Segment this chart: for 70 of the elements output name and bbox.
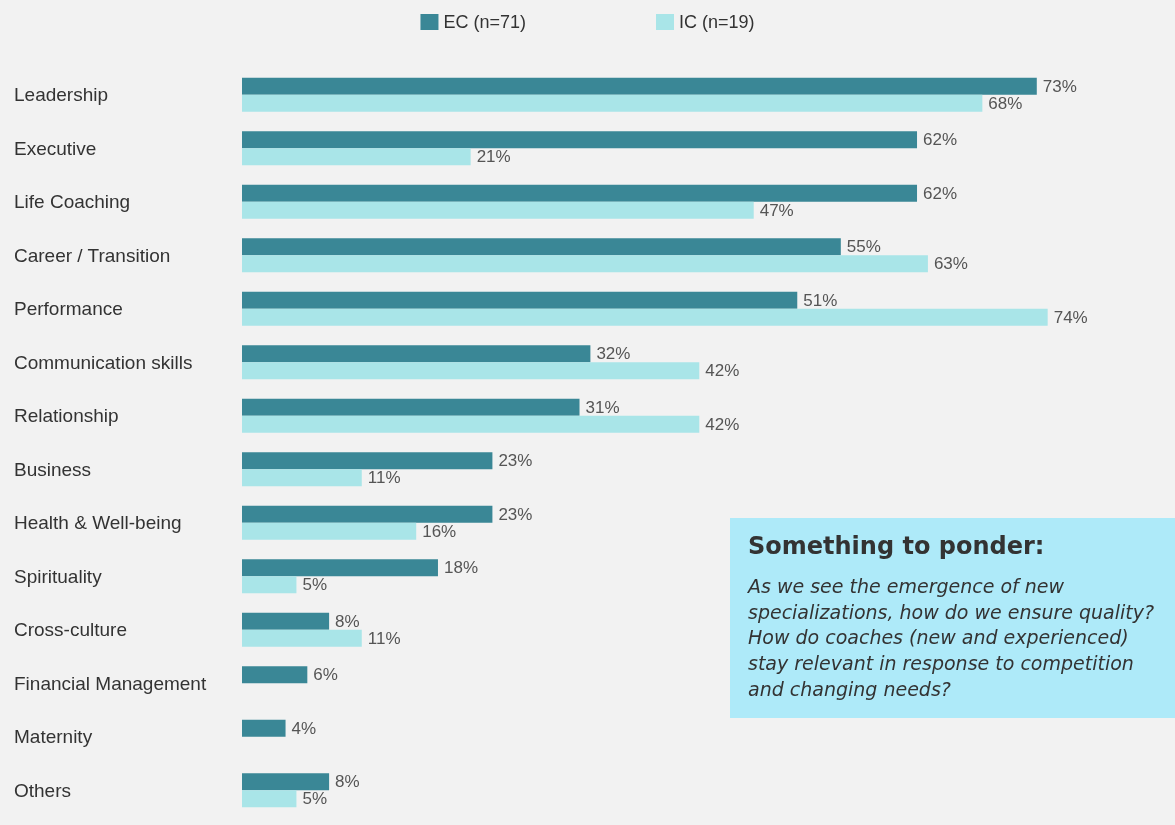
data-label: 16% [422,521,457,541]
data-label: 32% [596,344,631,364]
bar [242,469,362,487]
data-label: 42% [705,361,740,381]
data-label: 51% [803,290,838,310]
y-tick-label: Business [14,458,92,480]
data-label: 11% [367,628,401,648]
bar [242,415,700,433]
bar [242,148,471,166]
bar [242,398,580,416]
data-label: 62% [923,130,958,150]
data-label: 31% [585,397,620,417]
y-tick-label: Maternity [14,726,93,748]
bar [242,184,918,202]
y-tick-label: Life Coaching [14,191,131,213]
y-tick-label: Spirituality [14,565,103,587]
bar [242,719,286,737]
data-label: 62% [923,183,958,203]
y-tick-label: Financial Management [14,672,207,694]
bar [242,790,297,808]
bar [242,255,928,273]
bar [242,666,308,684]
data-label: 4% [291,718,317,738]
bar [242,629,362,647]
y-tick-label: Performance [14,298,123,320]
bar [242,291,798,309]
bar [242,362,700,380]
y-tick-label: Leadership [14,84,109,106]
data-label: 42% [705,414,740,434]
data-label: 6% [313,665,338,685]
y-tick-label: Health & Well-being [14,512,182,534]
data-label: 8% [335,772,360,792]
y-tick-label: Career / Transition [14,244,171,266]
bar [242,308,1048,326]
data-label: 47% [759,200,794,220]
data-label: 23% [498,504,533,524]
data-label: 68% [988,93,1023,113]
legend-label: EC (n=71) [443,12,527,32]
bar [242,452,493,470]
bar [242,77,1037,95]
bar [242,345,591,363]
annotation: Something to ponder: [748,532,1046,560]
bar [242,201,754,219]
y-tick-label: Others [14,779,72,801]
y-tick-label: Cross-culture [14,619,127,641]
bar [242,559,438,577]
annotation: As we see the emergence of new specializations, how do we ensure quality? How do coaches (new and experienced) stay relevant in response to competition and changing needs? [748,574,1156,702]
bar [242,238,841,256]
data-label: 73% [1042,76,1077,96]
data-label: 5% [302,575,328,595]
bar [242,773,330,791]
data-label: 8% [335,611,360,631]
y-tick-label: Executive [14,137,97,159]
bar [242,94,983,112]
data-label: 5% [302,789,328,809]
bar [242,505,493,523]
data-label: 18% [443,558,479,578]
data-label: 11% [367,468,401,488]
bar [242,131,918,149]
bar [242,522,417,540]
y-tick-label: Relationship [14,405,119,427]
data-label: 23% [498,451,533,471]
legend-label: IC (n=19) [679,12,755,32]
y-tick-label: Communication skills [14,351,193,373]
data-label: 74% [1053,307,1088,327]
bar [242,612,330,630]
bar [242,576,297,594]
data-label: 21% [476,147,511,167]
data-label: 63% [933,254,968,274]
data-label: 55% [846,237,881,257]
